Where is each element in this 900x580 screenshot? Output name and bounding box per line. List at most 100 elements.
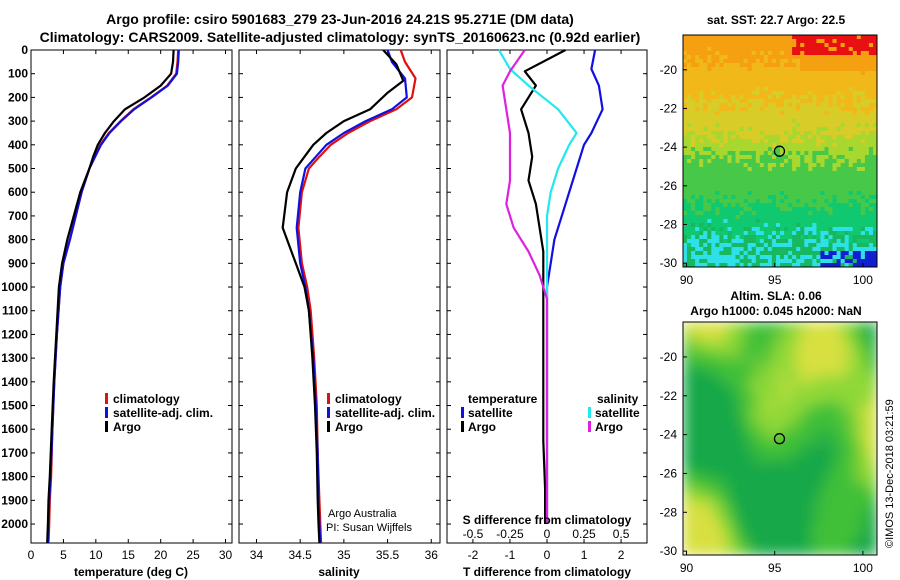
sst-cell — [792, 87, 797, 92]
sla-cell — [832, 474, 838, 480]
sst-cell — [747, 211, 753, 216]
sst-cell — [695, 163, 700, 168]
sst-cell — [852, 159, 858, 164]
sst-cell — [751, 155, 757, 160]
sst-cell — [735, 247, 741, 252]
sla-cell — [816, 438, 821, 444]
sst-cell — [796, 55, 801, 60]
sst-cell — [703, 255, 708, 260]
sst-cell — [751, 67, 757, 72]
sst-cell — [860, 239, 866, 244]
sla-cell — [864, 454, 870, 460]
sst-cell — [808, 47, 813, 52]
sst-cell — [860, 59, 866, 64]
sla-cell — [840, 474, 846, 480]
sla-cell — [788, 346, 793, 351]
sla-cell — [804, 402, 809, 407]
sst-cell — [792, 95, 797, 100]
sla-cell — [860, 458, 866, 464]
sla-cell — [723, 402, 728, 407]
sst-cell — [792, 247, 797, 252]
sla-cell — [747, 402, 753, 407]
sla-cell — [804, 458, 809, 464]
sst-cell — [832, 251, 838, 256]
sst-cell — [747, 259, 753, 264]
salinity-plot-frame — [238, 49, 441, 544]
sla-cell — [792, 430, 797, 436]
sla-cell — [767, 394, 773, 399]
sla-cell — [873, 470, 877, 476]
sst-cell — [780, 135, 785, 140]
legend-label-satellite-adj: satellite-adj. clim. — [335, 406, 435, 420]
sla-cell — [816, 462, 821, 468]
sst-cell — [776, 247, 781, 252]
sst-cell — [792, 239, 797, 244]
sst-cell — [796, 135, 801, 140]
sla-cell — [703, 354, 708, 359]
sla-cell — [804, 330, 809, 335]
sla-cell — [711, 442, 716, 448]
sla-cell — [723, 406, 728, 411]
sst-cell — [747, 247, 753, 252]
sla-cell — [759, 330, 765, 335]
sst-cell — [731, 211, 737, 216]
sst-cell — [767, 263, 773, 267]
sst-cell — [812, 263, 817, 267]
sst-cell — [695, 99, 700, 104]
sla-cell — [824, 406, 830, 411]
sst-cell — [860, 63, 866, 68]
sla-cell — [848, 446, 854, 452]
sla-cell — [695, 450, 700, 456]
sst-cell — [788, 35, 793, 40]
sla-cell — [844, 470, 850, 476]
sst-cell — [796, 199, 801, 204]
legend-label-t-satellite: satellite — [468, 406, 513, 420]
sst-cell — [836, 159, 842, 164]
sla-cell — [788, 378, 793, 383]
sst-cell — [836, 95, 842, 100]
sst-cell — [755, 215, 761, 220]
sst-cell — [873, 119, 877, 124]
sst-cell — [860, 243, 866, 248]
sst-cell — [792, 135, 797, 140]
sst-cell — [727, 171, 733, 176]
sst-cell — [844, 103, 850, 108]
sst-cell — [860, 259, 866, 264]
sst-cell — [780, 95, 785, 100]
sla-cell — [840, 470, 846, 476]
sla-cell — [771, 410, 777, 415]
sla-cell — [808, 406, 813, 411]
sst-cell — [763, 143, 769, 148]
sst-cell — [784, 247, 789, 252]
sst-cell — [860, 115, 866, 120]
sla-cell — [804, 454, 809, 460]
sst-cell — [719, 79, 724, 84]
sst-cell — [792, 67, 797, 72]
sla-cell — [707, 446, 712, 452]
sla-cell — [784, 406, 789, 411]
sst-cell — [747, 203, 753, 208]
sst-cell — [792, 215, 797, 220]
sla-cell — [695, 430, 700, 436]
sla-cell — [703, 406, 708, 411]
sst-cell — [743, 223, 749, 228]
sst-cell — [824, 151, 830, 156]
sst-cell — [856, 231, 862, 236]
sla-cell — [771, 414, 777, 419]
sla-cell — [812, 442, 817, 448]
sst-cell — [800, 47, 805, 52]
sla-cell — [707, 426, 712, 431]
sst-cell — [828, 87, 834, 92]
sst-cell — [856, 139, 862, 144]
sst-cell — [759, 67, 765, 72]
sst-cell — [780, 103, 785, 108]
sst-cell — [727, 175, 733, 180]
sst-cell — [776, 187, 781, 192]
sst-cell — [723, 203, 728, 208]
sst-cell — [699, 251, 704, 256]
sla-cell — [691, 430, 696, 436]
sst-cell — [808, 55, 813, 60]
sst-cell — [848, 95, 854, 100]
sla-cell — [792, 474, 797, 480]
sst-cell — [780, 171, 785, 176]
